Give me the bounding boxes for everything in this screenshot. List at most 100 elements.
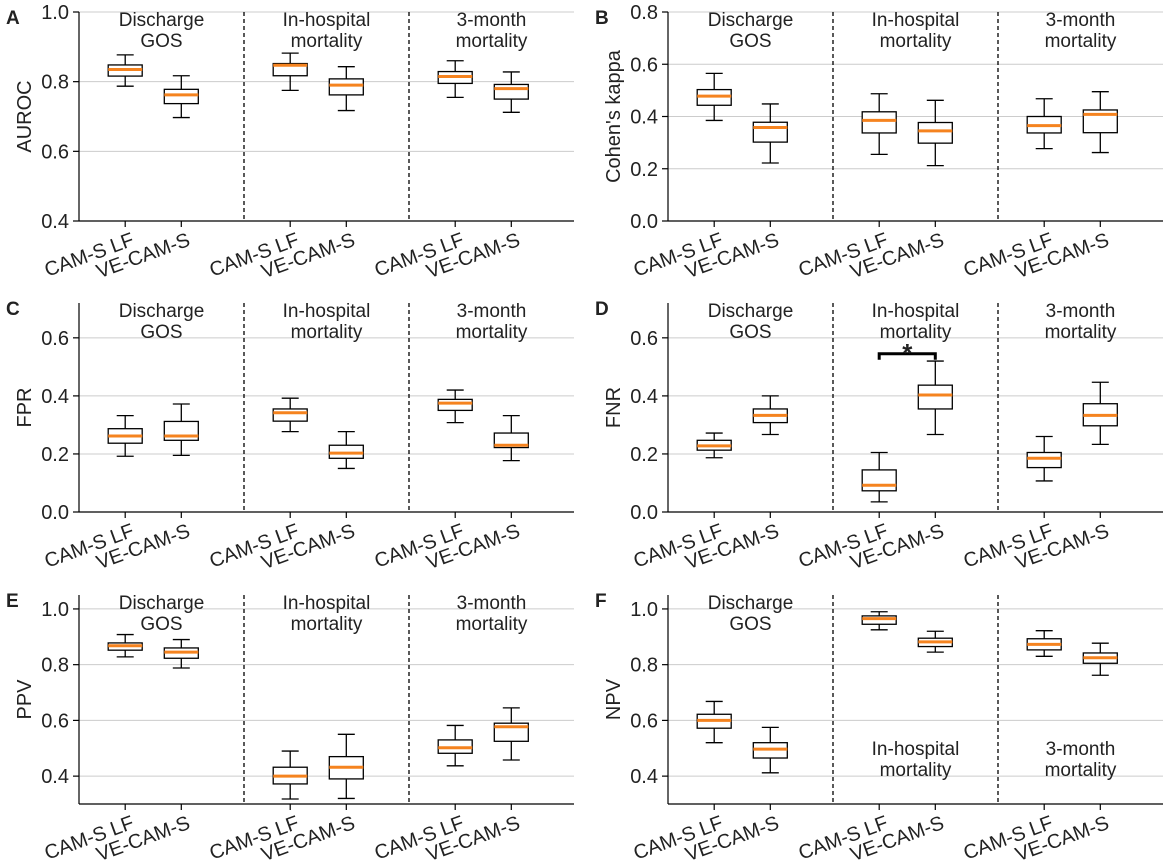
y-axis-label: FNR	[603, 387, 625, 428]
box-cam-s-lf	[1026, 98, 1062, 150]
y-tick-label: 0.4	[630, 107, 658, 129]
box-iqr	[437, 398, 473, 412]
section-title: mortality	[1045, 322, 1117, 343]
panel-letter: D	[595, 299, 609, 320]
box-ve-cam-s	[1082, 642, 1118, 676]
box-cam-s-lf	[861, 611, 897, 631]
section-title: 3-month	[1046, 10, 1116, 31]
section-title: mortality	[1045, 760, 1117, 781]
box-iqr	[163, 420, 199, 441]
section-title: 3-month	[1046, 301, 1116, 322]
section-title: 3-month	[1046, 739, 1116, 760]
panel-letter: C	[6, 299, 20, 320]
box-ve-cam-s	[1082, 381, 1118, 446]
section-title: In-hospital	[872, 301, 960, 322]
section-title: GOS	[140, 322, 182, 343]
box-iqr	[163, 88, 199, 105]
box-cam-s-lf	[437, 724, 473, 767]
y-tick-label: 0.4	[41, 386, 69, 408]
section-title: Discharge	[708, 301, 794, 322]
box-cam-s-lf	[272, 52, 308, 92]
y-tick-label: 1.0	[41, 599, 69, 621]
panel-letter: A	[6, 8, 20, 29]
box-ve-cam-s	[493, 707, 529, 761]
y-axis-label: FPR	[14, 388, 36, 428]
box-cam-s-lf	[272, 750, 308, 800]
y-tick-label: 0.0	[630, 502, 658, 524]
section-title: In-hospital	[283, 593, 371, 614]
box-cam-s-lf	[861, 451, 897, 503]
section-title: Discharge	[708, 10, 794, 31]
box-ve-cam-s	[917, 360, 953, 436]
y-tick-label: 0.2	[41, 444, 69, 466]
y-axis-label: PPV	[14, 679, 36, 720]
panel-letter: B	[595, 8, 609, 29]
y-tick-label: 0.8	[630, 655, 658, 677]
y-tick-label: 0.4	[41, 211, 69, 233]
y-tick-label: 0.6	[41, 328, 69, 350]
section-title: In-hospital	[872, 739, 960, 760]
box-iqr	[861, 469, 897, 492]
y-tick-label: 0.6	[630, 710, 658, 732]
box-cam-s-lf	[696, 432, 732, 459]
box-ve-cam-s	[328, 66, 364, 112]
box-ve-cam-s	[163, 638, 199, 669]
y-tick-label: 0.6	[630, 328, 658, 350]
box-ve-cam-s	[752, 103, 788, 164]
significance-bracket	[877, 352, 937, 360]
panel-letter: E	[6, 591, 19, 612]
section-title: 3-month	[457, 10, 527, 31]
section-title: mortality	[456, 31, 528, 52]
y-tick-label: 0.4	[630, 766, 658, 788]
box-iqr	[752, 121, 788, 143]
section-title: Discharge	[119, 301, 205, 322]
section-title: 3-month	[457, 593, 527, 614]
section-title: mortality	[291, 31, 363, 52]
y-tick-label: 0.8	[41, 655, 69, 677]
section-title: GOS	[140, 31, 182, 52]
box-cam-s-lf	[107, 414, 143, 457]
box-cam-s-lf	[272, 397, 308, 433]
section-title: Discharge	[119, 593, 205, 614]
y-tick-label: 0.6	[630, 54, 658, 76]
box-iqr	[1026, 451, 1062, 469]
box-ve-cam-s	[752, 395, 788, 436]
box-ve-cam-s	[917, 630, 953, 653]
y-tick-label: 1.0	[630, 599, 658, 621]
section-title: mortality	[1045, 31, 1117, 52]
box-cam-s-lf	[696, 72, 732, 122]
y-tick-label: 0.2	[630, 159, 658, 181]
box-iqr	[493, 83, 529, 100]
section-title: 3-month	[457, 301, 527, 322]
y-tick-label: 0.0	[41, 502, 69, 524]
section-title: In-hospital	[283, 10, 371, 31]
box-cam-s-lf	[107, 633, 143, 658]
section-title: Discharge	[119, 10, 205, 31]
box-ve-cam-s	[163, 75, 199, 119]
box-cam-s-lf	[696, 700, 732, 744]
box-cam-s-lf	[437, 60, 473, 98]
section-title: GOS	[140, 614, 182, 635]
y-axis-label: AUROC	[14, 80, 36, 152]
y-tick-label: 1.0	[41, 2, 69, 24]
box-ve-cam-s	[328, 733, 364, 800]
box-cam-s-lf	[861, 93, 897, 156]
y-tick-label: 0.6	[41, 141, 69, 163]
section-title: In-hospital	[872, 10, 960, 31]
y-axis-label: Cohen's kappa	[603, 49, 625, 183]
section-title: GOS	[729, 322, 771, 343]
section-title: mortality	[880, 760, 952, 781]
box-iqr	[272, 408, 308, 422]
box-ve-cam-s	[917, 99, 953, 167]
section-title: In-hospital	[283, 301, 371, 322]
box-iqr	[861, 111, 897, 134]
y-tick-label: 0.8	[41, 72, 69, 94]
significance-star: *	[902, 338, 913, 368]
y-tick-label: 0.4	[41, 766, 69, 788]
y-tick-label: 0.6	[41, 710, 69, 732]
section-title: GOS	[729, 614, 771, 635]
